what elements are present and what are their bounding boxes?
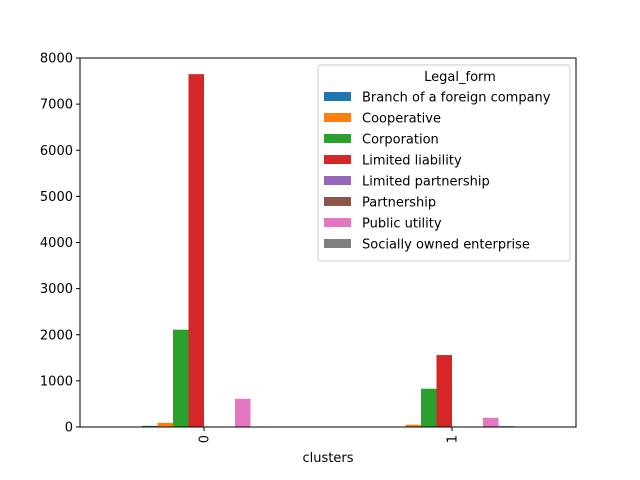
legend-entry: Corporation [362,133,439,148]
y-tick-label: 8000 [40,52,73,67]
bar [483,417,499,427]
legend-entry: Socially owned enterprise [362,238,530,253]
legend-entry: Cooperative [362,112,441,127]
bar [235,398,251,427]
y-tick-label: 3000 [40,282,73,297]
bar [142,425,158,427]
legend-swatch [324,218,351,227]
bar [421,388,437,427]
y-tick-label: 0 [65,421,73,436]
bar [157,422,173,427]
y-tick-label: 4000 [40,236,73,251]
legend-title: Legal_form [424,70,496,85]
y-tick-label: 7000 [40,98,73,113]
legend-swatch [324,92,351,101]
legend-swatch [324,134,351,143]
legend: Legal_form Branch of a foreign company Coo… [317,64,571,262]
legend-entry: Partnership [362,196,436,211]
bar [436,355,452,427]
legend-box [317,64,571,262]
legend-entry: Public utility [362,217,442,232]
legend-swatch [324,197,351,206]
y-tick-label: 6000 [40,144,73,159]
bar [405,424,421,427]
axes-group: 0 1000 2000 3000 4000 5000 6000 7000 8000 0 1 [40,52,577,443]
legend-entry: Limited liability [362,154,462,169]
legend-entry: Branch of a foreign company [362,91,551,106]
y-tick-label: 2000 [40,328,73,343]
y-tick-label: 5000 [40,190,73,205]
x-tick-label: 0 [198,435,213,443]
legend-entry: Limited partnership [362,175,490,190]
legend-swatch [324,176,351,185]
legend-swatch [324,113,351,122]
x-axis-label: clusters [303,451,354,466]
x-tick-label: 1 [446,435,461,443]
bar [188,74,204,427]
legend-swatch [324,239,351,248]
bars-group [142,74,514,427]
bar [173,329,189,427]
y-tick-label: 1000 [40,374,73,389]
legend-swatch [324,155,351,164]
